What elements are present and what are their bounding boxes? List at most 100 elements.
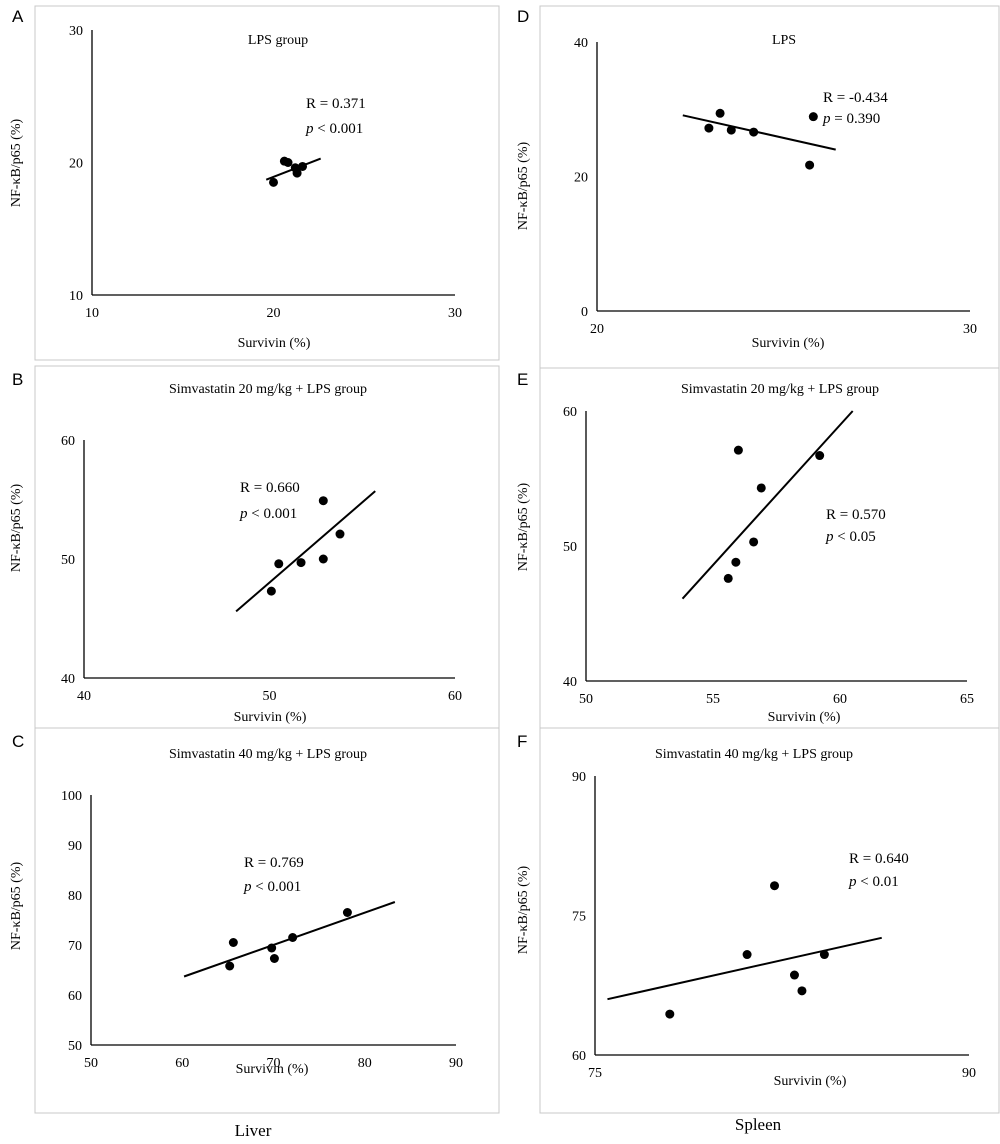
p-value-text: < 0.05 <box>834 529 876 545</box>
spleen-label: Spleen <box>735 1115 782 1134</box>
x-axis-label: Survivin (%) <box>768 710 841 725</box>
y-tick-label: 30 <box>69 24 83 39</box>
p-symbol: p <box>239 506 248 522</box>
y-tick-label: 50 <box>68 1039 82 1054</box>
y-axis-label: NF-κB/p65 (%) <box>516 482 531 571</box>
data-point <box>292 168 302 178</box>
y-tick-label: 70 <box>68 939 82 954</box>
data-point <box>726 125 736 135</box>
x-tick-label: 50 <box>263 689 277 704</box>
correlation-r: R = -0.434 <box>823 90 888 106</box>
data-point <box>283 158 293 167</box>
data-point <box>819 950 829 960</box>
x-tick-label: 65 <box>960 692 974 707</box>
panel-frame <box>34 5 500 361</box>
x-tick-label: 10 <box>85 306 99 321</box>
data-point <box>789 970 799 980</box>
trend-line <box>235 490 376 613</box>
p-value: p < 0.001 <box>239 506 297 522</box>
data-point <box>808 112 818 122</box>
y-tick-label: 60 <box>563 405 577 420</box>
y-tick-label: 20 <box>69 157 83 172</box>
panel-letter: F <box>517 732 527 751</box>
panel-frame <box>34 727 500 1114</box>
y-axis-label: NF-κB/p65 (%) <box>516 865 531 954</box>
y-tick-label: 100 <box>61 789 82 804</box>
panel-e: E Simvastatin 20 mg/kg + LPS group 50 55 60 6… <box>516 367 1000 729</box>
p-symbol: p <box>822 111 831 127</box>
data-point <box>715 108 725 118</box>
p-value: p = 0.390 <box>822 111 880 127</box>
y-tick-label: 80 <box>68 889 82 904</box>
p-value-text: = 0.390 <box>831 111 881 127</box>
panel-frame <box>539 5 1000 369</box>
data-point <box>318 496 328 506</box>
p-value-text: < 0.001 <box>248 506 298 522</box>
y-tick-label: 75 <box>572 910 586 925</box>
correlation-r: R = 0.660 <box>240 480 300 496</box>
y-tick-label: 60 <box>68 989 82 1004</box>
y-tick-label: 20 <box>574 171 588 186</box>
y-axis-label: NF-κB/p65 (%) <box>9 118 24 207</box>
trend-line <box>607 936 882 1001</box>
correlation-r: R = 0.371 <box>306 96 366 112</box>
trend-line <box>682 114 836 151</box>
p-value-text: < 0.001 <box>252 879 302 895</box>
y-tick-label: 50 <box>563 540 577 555</box>
data-point <box>318 554 328 564</box>
panel-letter: E <box>517 370 528 389</box>
data-point <box>228 938 238 947</box>
data-point <box>342 908 352 917</box>
data-point <box>266 586 276 596</box>
y-tick-label: 40 <box>563 675 577 690</box>
y-tick-label: 0 <box>581 305 588 320</box>
data-point <box>742 950 752 960</box>
x-tick-label: 55 <box>706 692 720 707</box>
y-tick-label: 60 <box>572 1049 586 1064</box>
p-value: p < 0.01 <box>848 874 899 890</box>
y-axis-label: NF-κB/p65 (%) <box>516 141 531 230</box>
data-point <box>815 451 825 461</box>
panel-frame <box>539 727 1000 1114</box>
data-point <box>756 483 766 493</box>
x-tick-label: 60 <box>175 1056 189 1071</box>
x-tick-label: 20 <box>267 306 281 321</box>
p-value: p < 0.05 <box>825 529 876 545</box>
correlation-r: R = 0.769 <box>244 855 304 871</box>
data-point <box>335 529 345 539</box>
correlation-r: R = 0.640 <box>849 851 909 867</box>
panel-a: A LPS group 10 20 30 10 20 30 Survivin (%) NF-κB/… <box>9 5 500 361</box>
x-tick-label: 90 <box>962 1066 976 1081</box>
y-tick-label: 90 <box>572 770 586 785</box>
x-tick-label: 75 <box>588 1066 602 1081</box>
trend-line <box>681 410 854 600</box>
correlation-r: R = 0.570 <box>826 507 886 523</box>
p-symbol: p <box>825 529 834 545</box>
data-point <box>269 177 278 187</box>
x-tick-label: 30 <box>963 322 977 337</box>
x-tick-label: 50 <box>579 692 593 707</box>
data-point <box>733 445 743 455</box>
data-point <box>225 961 235 971</box>
data-point <box>749 127 759 137</box>
data-point <box>805 160 815 170</box>
x-axis-label: Survivin (%) <box>752 336 825 351</box>
panel-letter: A <box>12 7 24 26</box>
y-axis-label: NF-κB/p65 (%) <box>9 483 24 572</box>
chart-title: Simvastatin 20 mg/kg + LPS group <box>681 382 879 397</box>
data-point <box>269 954 279 963</box>
x-tick-label: 70 <box>267 1056 281 1071</box>
liver-label: Liver <box>235 1121 272 1140</box>
y-tick-label: 40 <box>574 36 588 51</box>
chart-title: Simvastatin 20 mg/kg + LPS group <box>169 382 367 397</box>
data-point <box>770 881 780 891</box>
y-axis-label: NF-κB/p65 (%) <box>9 861 24 950</box>
p-value: p < 0.001 <box>243 879 301 895</box>
data-point <box>288 933 298 942</box>
data-point <box>723 573 733 583</box>
x-axis-label: Survivin (%) <box>774 1074 847 1089</box>
data-point <box>267 943 277 953</box>
panel-frame <box>539 367 1000 729</box>
